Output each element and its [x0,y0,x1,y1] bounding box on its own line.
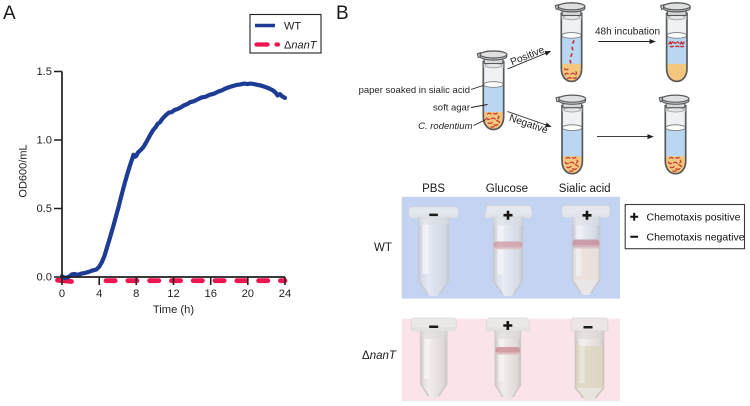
svg-text:4: 4 [96,288,102,300]
svg-text:12: 12 [167,288,179,300]
svg-text:Time (h): Time (h) [153,304,195,316]
svg-text:soft agar: soft agar [433,103,470,114]
svg-text:A: A [3,3,16,24]
svg-text:Sialic acid: Sialic acid [559,183,611,195]
svg-text:20: 20 [242,288,254,300]
svg-text:Chemotaxis positive: Chemotaxis positive [647,211,741,223]
svg-text:Glucose: Glucose [486,183,528,195]
svg-text:ΔnanT: ΔnanT [362,350,397,362]
svg-text:OD600/mL: OD600/mL [18,144,30,197]
svg-text:PBS: PBS [422,183,445,195]
svg-text:8: 8 [133,288,139,300]
svg-text:Chemotaxis negative: Chemotaxis negative [647,231,745,243]
svg-text:0: 0 [59,288,65,300]
svg-text:ΔnanT: ΔnanT [284,40,318,52]
svg-text:paper soaked in sialic acid: paper soaked in sialic acid [359,85,470,96]
svg-text:0.0: 0.0 [36,272,52,284]
svg-text:24: 24 [279,288,291,300]
svg-text:1.0: 1.0 [36,135,52,147]
svg-text:0.5: 0.5 [36,203,52,215]
svg-text:16: 16 [204,288,216,300]
svg-text:WT: WT [374,242,392,254]
svg-text:1.5: 1.5 [36,66,52,78]
svg-text:C. rodentium: C. rodentium [418,121,472,132]
svg-text:48h incubation: 48h incubation [595,27,660,38]
svg-text:WT: WT [284,21,301,33]
svg-text:B: B [336,3,349,24]
